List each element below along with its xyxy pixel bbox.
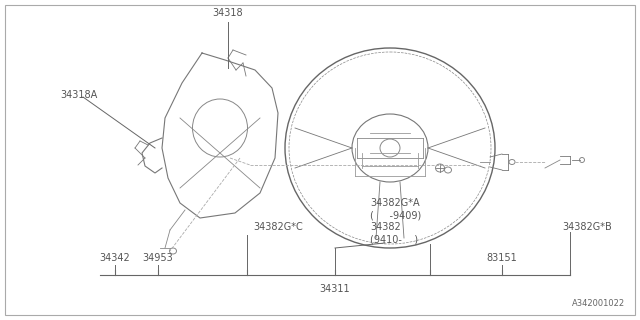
Text: 34382G*C: 34382G*C — [253, 222, 303, 232]
Text: 34382G*B: 34382G*B — [562, 222, 612, 232]
Text: 34953: 34953 — [143, 253, 173, 263]
Text: 83151: 83151 — [486, 253, 517, 263]
Text: 34382: 34382 — [370, 222, 401, 232]
Text: 34318A: 34318A — [60, 90, 97, 100]
Text: 34318: 34318 — [212, 8, 243, 18]
Text: 34342: 34342 — [100, 253, 131, 263]
Text: (9410-    ): (9410- ) — [370, 234, 418, 244]
Text: A342001022: A342001022 — [572, 299, 625, 308]
Text: (     -9409): ( -9409) — [370, 210, 421, 220]
Text: 34382G*A: 34382G*A — [370, 198, 420, 208]
Text: 34311: 34311 — [320, 284, 350, 294]
